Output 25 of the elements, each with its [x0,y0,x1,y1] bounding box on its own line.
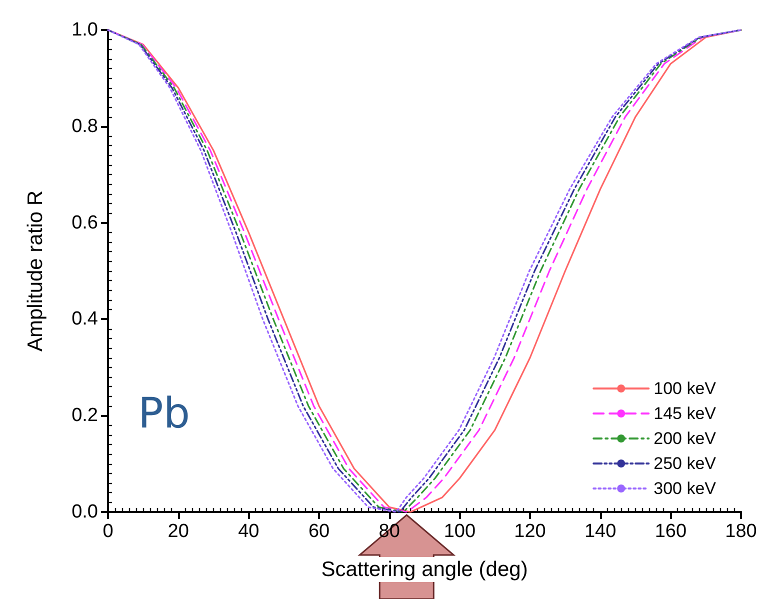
x-tick-label: 160 [654,521,687,542]
y-tick-label: 0.0 [72,502,98,522]
legend-label: 100 keV [654,379,717,398]
line-series [107,29,742,513]
x-tick-label: 100 [444,521,476,542]
legend-label: 300 keV [654,479,717,498]
y-tick-label: 0.4 [72,308,98,330]
x-tick-label: 180 [725,521,757,542]
x-axis-title: Scattering angle (deg) [321,558,528,581]
legend-label: 145 keV [654,404,717,423]
x-tick-label: 60 [308,521,330,542]
x-tick-label: 20 [168,521,189,542]
y-tick-label: 0.6 [72,212,98,234]
legend-label: 200 keV [654,429,717,448]
x-tick-label: 0 [102,521,114,542]
y-tick-label: 0.8 [72,116,98,137]
y-tick-label: 0.2 [72,405,98,426]
x-tick-label: 40 [238,521,260,542]
x-tick-label: 140 [584,521,616,542]
annotation: Pb [138,388,190,438]
x-tick-label: 80 [378,521,400,542]
y-tick-label: 1.0 [72,20,98,40]
legend-label: 250 keV [654,454,717,473]
x-tick-label: 120 [514,521,546,542]
y-axis-title: Amplitude ratio R [24,190,47,352]
